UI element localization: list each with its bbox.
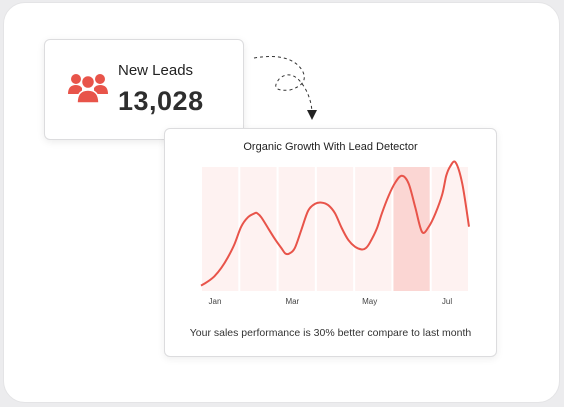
new-leads-value: 13,028	[118, 86, 204, 116]
background-band	[278, 167, 315, 291]
x-tick-label: May	[362, 297, 377, 306]
users-group-icon	[68, 74, 108, 104]
background-band	[316, 167, 354, 291]
new-leads-card: New Leads 13,028	[44, 39, 244, 140]
background-band	[240, 167, 277, 291]
chart-footer-text: Your sales performance is 30% better com…	[189, 327, 472, 339]
background-band	[355, 167, 392, 291]
organic-growth-chart-card: Jan Mar May Jul Organic Growth With Lead De…	[164, 128, 497, 357]
background-band	[202, 167, 239, 291]
x-tick-label: Jan	[209, 297, 222, 306]
x-tick-label: Jul	[442, 297, 452, 306]
dashed-curved-arrow-icon	[253, 56, 317, 120]
new-leads-label: New Leads	[118, 62, 194, 79]
background-band	[431, 167, 468, 291]
line-chart: Jan Mar May Jul	[200, 160, 470, 306]
chart-title: Organic Growth With Lead Detector	[243, 141, 418, 153]
series-line	[200, 160, 470, 287]
highlight-band	[393, 167, 430, 291]
x-tick-label: Mar	[285, 297, 299, 306]
